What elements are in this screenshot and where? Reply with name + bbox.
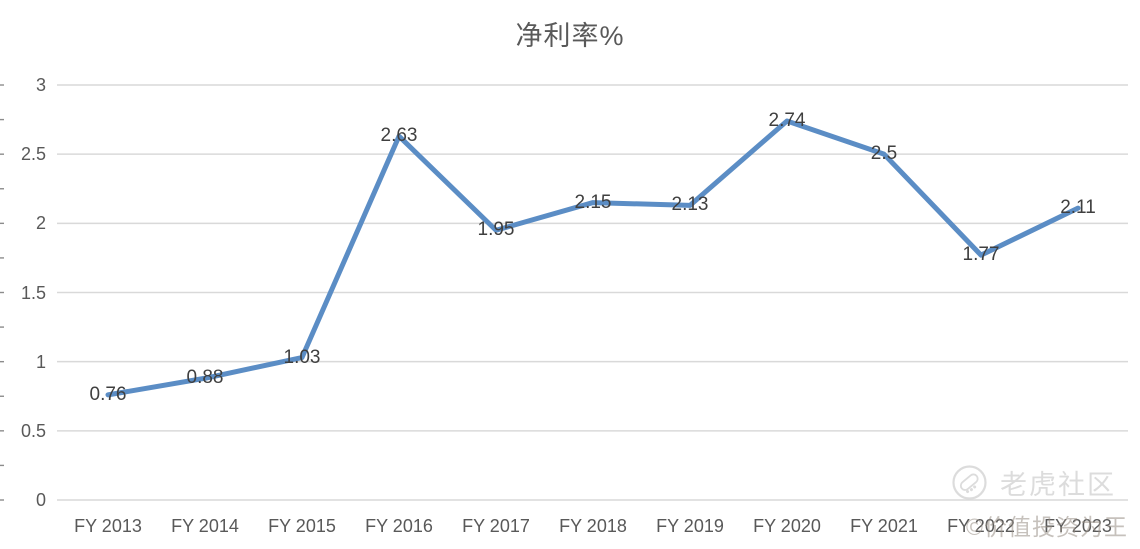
data-point-label: 1.77	[962, 244, 1000, 266]
x-axis-label: FY 2015	[268, 516, 336, 536]
y-axis-tick-label: 2.5	[20, 144, 46, 165]
x-axis-label: FY 2013	[74, 516, 142, 536]
x-axis-label: FY 2023	[1044, 516, 1112, 536]
y-axis-tick-label: 1.5	[20, 282, 46, 303]
x-axis-label: FY 2017	[462, 516, 530, 536]
data-point-label: 1.95	[477, 219, 515, 241]
data-point-label: 2.74	[768, 109, 806, 131]
x-axis-label: FY 2021	[850, 516, 918, 536]
data-point-label: 2.11	[1060, 197, 1096, 219]
x-axis-label: FY 2016	[365, 516, 433, 536]
x-axis-label: FY 2022	[947, 516, 1015, 536]
y-axis-tick-label: 2	[35, 213, 46, 234]
data-point-label: 2.13	[671, 194, 709, 216]
data-point-label: 0.76	[89, 383, 127, 405]
y-axis-tick-label: 3	[35, 75, 46, 95]
x-axis-label: FY 2014	[171, 516, 239, 536]
series-line	[105, 118, 1081, 398]
y-axis-tick-label: 0.5	[20, 420, 46, 441]
chart-title: 净利率%	[515, 21, 625, 51]
data-point-label: 1.03	[283, 346, 321, 368]
x-axis-label: FY 2019	[656, 516, 724, 536]
y-axis-tick-label: 0	[35, 490, 46, 510]
y-axis-tick-label: 1	[35, 351, 46, 372]
data-point-label: 2.63	[380, 125, 418, 147]
data-point-label: 2.5	[870, 143, 898, 165]
data-point-label: 2.15	[574, 191, 612, 213]
x-axis-label: FY 2020	[753, 516, 821, 536]
data-point-label: 0.88	[186, 367, 224, 389]
x-axis-label: FY 2018	[559, 516, 627, 536]
